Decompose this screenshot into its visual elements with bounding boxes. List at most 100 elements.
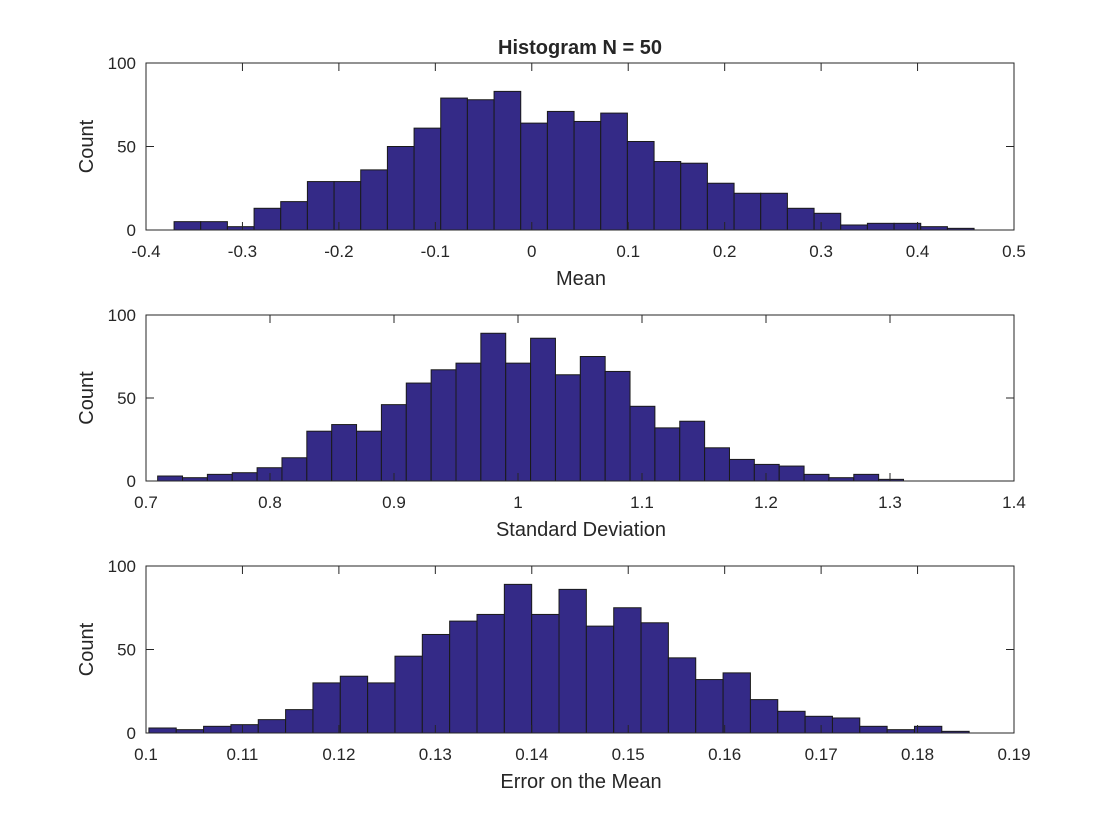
error-histogram-bar [859,725,888,734]
mean-x-tick-label: -0.2 [324,242,353,261]
error-histogram-bar [394,655,423,734]
error-histogram-bar [285,709,314,734]
mean-histogram-bar [760,192,788,231]
std-histogram-bar [306,430,333,482]
error-y-axis-label: Count [76,622,98,676]
error-x-tick-label: 0.13 [419,745,452,764]
std-histogram-bar [604,370,631,482]
histogram-error-panel: 0.1 0.11 0.12 0.13 0.14 0.15 0.16 0.17 0.18 0.19 0… [76,557,1031,793]
std-histogram-bar [803,473,830,482]
mean-histogram-bar [866,222,895,231]
std-histogram-bar [281,457,308,482]
error-histogram-bar [421,633,451,734]
std-histogram-bar [629,405,656,482]
error-histogram-bar [531,613,560,734]
mean-histogram-bar [280,201,308,231]
mean-histogram-bar [413,127,442,231]
error-histogram-bar [613,607,642,734]
mean-histogram-bar [440,97,468,231]
error-x-tick-label: 0.11 [227,745,259,764]
error-x-tick-label: 0.16 [708,745,741,764]
std-x-tick-label: 0.7 [134,493,158,512]
mean-histogram-bar [493,90,522,231]
std-histogram-bar [480,332,507,482]
std-x-tick-label: 0.8 [258,493,282,512]
std-histogram-bar [679,420,706,482]
mean-histogram-bar [520,122,548,231]
std-histogram-bar [778,465,805,482]
mean-histogram-bar [920,226,948,231]
mean-histogram-bar [813,212,842,231]
std-histogram-bar [455,362,482,482]
mean-histogram-bar [573,120,602,231]
mean-x-tick-label: 0.5 [1002,242,1026,261]
mean-x-tick-label: 0.4 [906,242,930,261]
error-x-tick-label: 0.15 [612,745,645,764]
mean-histogram-bar [226,226,255,231]
std-x-axis-label: Standard Deviation [496,519,666,541]
std-x-tick-label: 1.4 [1002,493,1026,512]
error-histogram-bar [558,588,587,734]
mean-histogram-bar [173,221,202,231]
std-histogram-bar [405,382,432,482]
mean-histogram-bar [893,222,922,231]
mean-y-axis-label: Count [76,119,98,173]
mean-x-tick-label: 0 [527,242,536,261]
std-histogram-bar [430,369,457,482]
error-histogram-bar [449,620,478,734]
std-histogram-bar [579,356,606,482]
mean-histogram-bar [546,110,575,231]
std-histogram-bar [853,473,880,482]
mean-histogram-bar [360,169,388,231]
std-x-tick-label: 1.1 [630,493,654,512]
error-x-tick-label: 0.18 [901,745,934,764]
error-histogram-bar [831,717,861,734]
error-histogram-bar [913,725,943,734]
std-histogram-bar [554,374,581,482]
error-histogram-bar [175,729,205,734]
std-x-tick-label: 1.3 [878,493,902,512]
std-x-tick-label: 0.9 [382,493,406,512]
mean-histogram-bar [680,162,708,231]
error-histogram-bar [312,682,341,734]
mean-histogram-bar [253,207,282,231]
error-x-axis-label: Error on the Mean [500,771,661,793]
error-x-tick-label: 0.12 [322,745,355,764]
std-histogram-bar [530,337,556,482]
mean-histogram-bar [840,224,868,231]
std-histogram-bar [157,475,184,482]
mean-histogram-bar [466,99,495,231]
std-histogram-bar [654,427,681,482]
std-histogram-bar [356,430,382,482]
std-y-tick-label: 0 [127,472,136,491]
error-histogram-bar [148,727,177,734]
mean-y-tick-label: 50 [117,138,136,157]
error-y-tick-label: 100 [108,557,136,576]
chart-title: Histogram N = 50 [498,37,662,59]
error-x-tick-label: 0.17 [805,745,838,764]
std-histogram-bar [380,404,407,482]
histogram-mean-panel: -0.4 -0.3 -0.2 -0.1 0 0.1 0.2 0.3 0.4 0.5 0 50 100 Me… [76,37,1026,290]
error-histogram-bar [777,710,806,734]
std-x-tick-label: 1 [513,493,522,512]
mean-x-tick-label: 0.2 [713,242,737,261]
mean-histogram-bar [333,181,362,231]
mean-x-tick-label: -0.3 [228,242,257,261]
mean-histogram-bar [306,181,335,231]
error-x-tick-label: 0.19 [997,745,1030,764]
mean-histogram-bar [733,192,762,231]
error-histogram-bar [749,699,779,734]
mean-y-tick-label: 0 [127,221,136,240]
error-histogram-bar [667,657,697,734]
error-histogram-bar [367,682,396,734]
histogram-std-panel: 0.7 0.8 0.9 1 1.1 1.2 1.3 1.4 0 50 100 Standard Dev… [76,306,1026,541]
error-histogram-bar [722,672,751,734]
mean-x-tick-label: -0.1 [421,242,450,261]
error-histogram-bar [230,724,259,734]
std-histogram-bar [753,463,780,482]
error-histogram-bar [203,725,232,734]
mean-x-axis-label: Mean [556,268,606,290]
std-histogram-bar [331,424,358,482]
error-x-tick-label: 0.1 [134,745,158,764]
